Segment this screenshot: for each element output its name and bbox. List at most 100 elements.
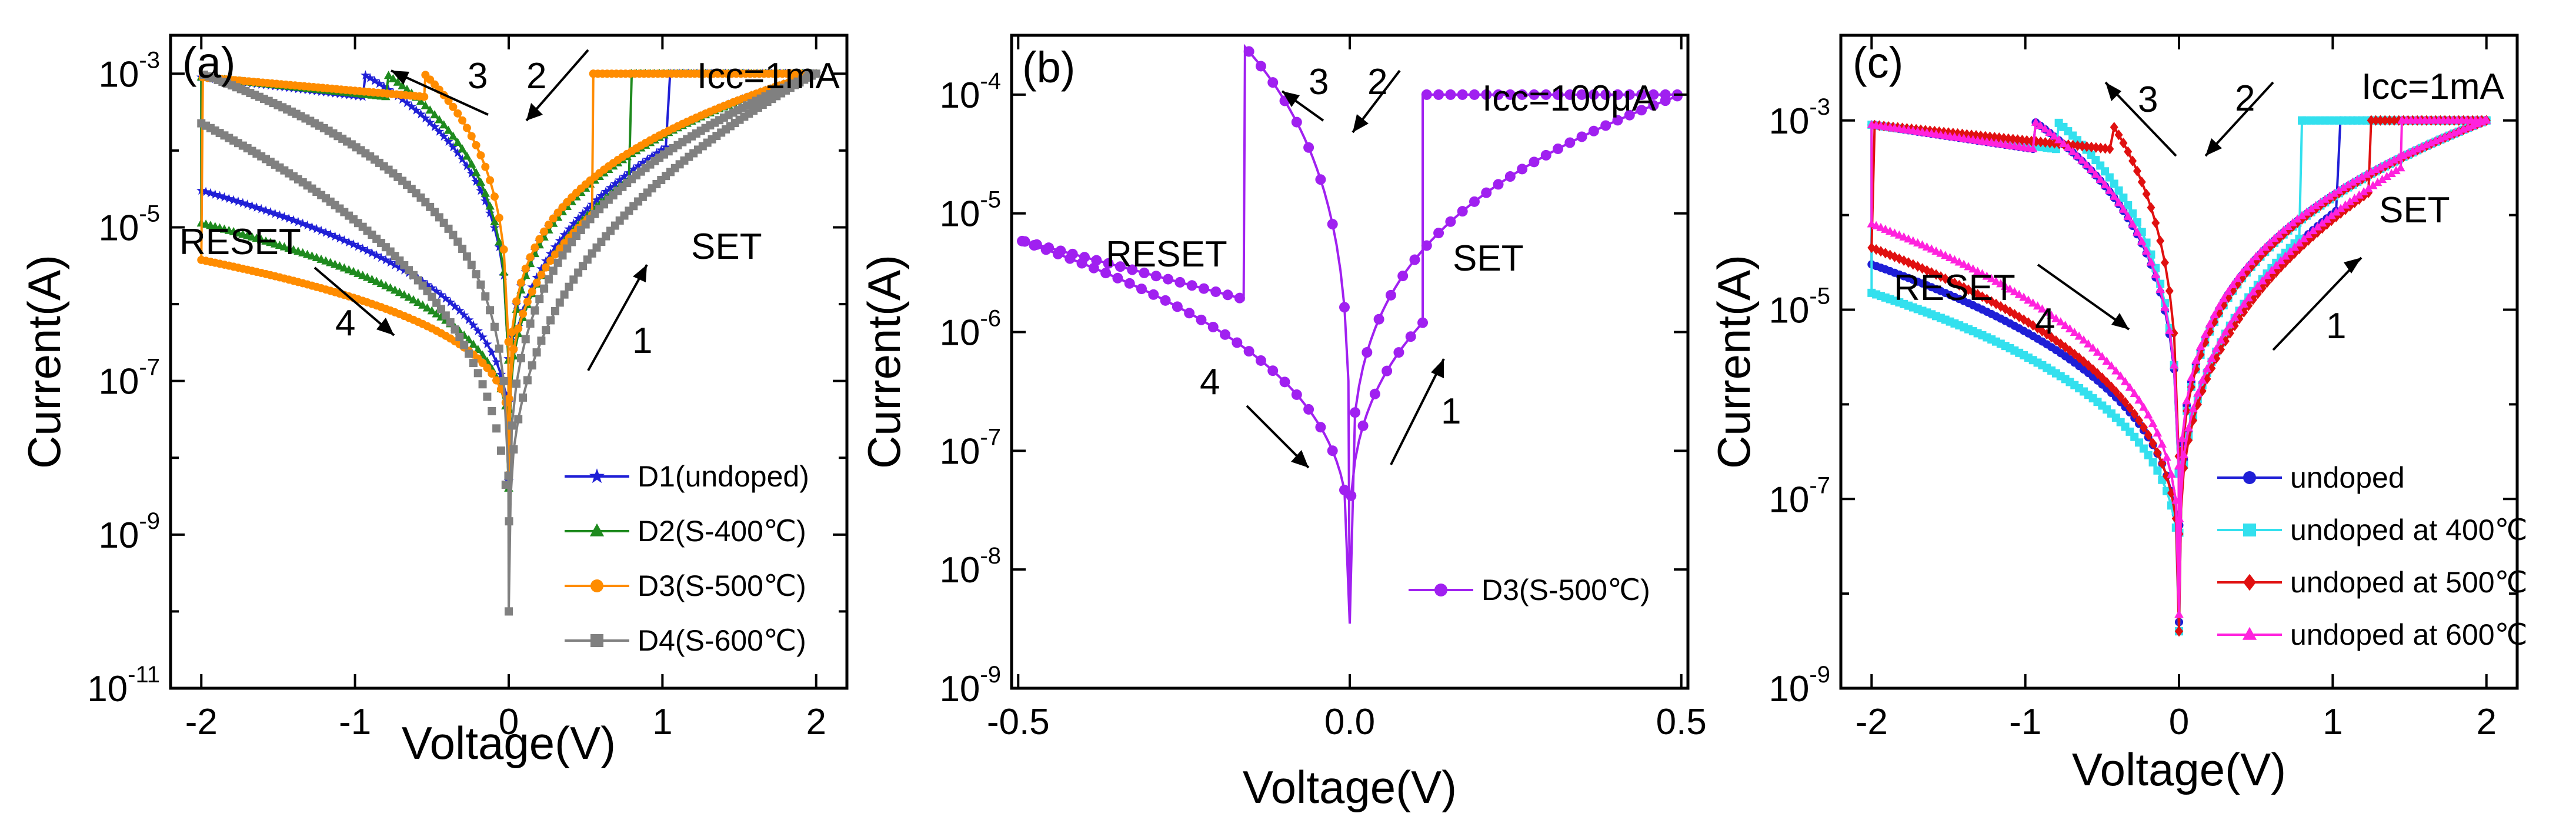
- panel-a-data-point: [512, 379, 521, 388]
- panel-c-y-tick-label: 10-9: [1769, 662, 1830, 709]
- panel-a-data-point: [553, 258, 562, 267]
- panel-c-data-point: [2376, 115, 2385, 126]
- panel-a-data-point: [449, 231, 458, 239]
- panel-c-data-point: [2083, 141, 2091, 152]
- panel-a-data-point: [478, 332, 488, 342]
- panel-a-data-point: [486, 306, 495, 315]
- panel-b-data-point: [1327, 219, 1338, 230]
- panel-c-x-axis-label: Voltage(V): [2072, 744, 2286, 795]
- panel-a-data-point: [578, 262, 587, 271]
- panel-b-data-point: [1529, 89, 1540, 100]
- panel-a-data-point: [353, 241, 363, 251]
- panel-a-data-point: [205, 188, 216, 198]
- panel-c-data-point: [2116, 391, 2125, 402]
- panel-c-data-point: [2167, 488, 2175, 499]
- panel-a-data-point: [404, 292, 413, 301]
- panel-a-data-point: [381, 281, 391, 289]
- panel-a-data-point: [516, 354, 525, 362]
- panel-c-data-point: [2198, 375, 2207, 384]
- panel-a-data-point: [462, 161, 472, 171]
- panel-c-data-point: [2267, 265, 2277, 274]
- panel-c-data-point: [2010, 286, 2020, 295]
- panel-a-data-point: [418, 276, 428, 286]
- panel-c-data-point: [2079, 335, 2088, 344]
- panel-a-x-tick-label: -1: [339, 702, 371, 742]
- panel-c-data-point: [2244, 300, 2253, 311]
- panel-a-data-point: [381, 255, 391, 265]
- panel-c-data-point: [2128, 209, 2137, 218]
- panel-a-data-point: [439, 120, 449, 129]
- panel-b-data-point: [1493, 89, 1504, 100]
- panel-b-data-point: [1648, 100, 1659, 111]
- panel-a-data-point: [471, 176, 481, 186]
- panel-c-data-point: [2290, 242, 2300, 251]
- panel-c-data-point: [2247, 256, 2256, 265]
- panel-c-data-point: [2297, 211, 2307, 219]
- panel-c-data-point: [2000, 281, 2010, 290]
- panel-c-data-point: [2325, 191, 2334, 200]
- panel-b-data-point: [1100, 268, 1112, 279]
- panel-a-data-point: [532, 272, 542, 282]
- panel-a-data-point: [499, 376, 508, 385]
- panel-a-data-point: [496, 369, 506, 379]
- panel-b-data-point: [1150, 271, 1162, 282]
- panel-c-data-point: [2253, 281, 2263, 290]
- panel-a-data-point: [199, 71, 208, 79]
- panel-a-data-point: [546, 256, 555, 265]
- panel-a-data-point: [425, 117, 435, 127]
- panel-a-data-point: [390, 285, 400, 294]
- panel-c-data-point: [2248, 287, 2258, 296]
- panel-c-reset-label: RESET: [1894, 268, 2016, 308]
- panel-a-data-point: [549, 214, 558, 223]
- panel-c-series: [1867, 115, 2491, 637]
- panel-a-data-point: [519, 393, 528, 402]
- panel-b-series-markers-0: [1017, 46, 1683, 501]
- panel-b-data-point: [1385, 289, 1396, 301]
- panel-c-data-point: [2308, 226, 2318, 235]
- panel-a-data-point: [509, 445, 518, 454]
- panel-c-data-point: [1945, 252, 1955, 261]
- panel-b-data-point: [1267, 77, 1279, 88]
- panel-c-data-point: [2137, 176, 2146, 188]
- panel-b-x-tick-label: 0.0: [1324, 702, 1375, 742]
- panel-a-data-point: [542, 326, 550, 335]
- panel-a-ticks: -2 -1 0 1 2 10-11 10-9 10-7 10-5 10-3: [87, 35, 847, 742]
- panel-c-data-point: [2111, 366, 2121, 375]
- panel-a-data-point: [530, 243, 539, 252]
- panel-c-data-point: [2260, 242, 2270, 251]
- panel-a-data-point: [542, 263, 550, 272]
- panel-c-data-point: [2024, 295, 2033, 304]
- panel-c-series-markers-3: [1867, 115, 2491, 618]
- panel-c-data-point: [2367, 115, 2375, 126]
- panel-a-data-point: [486, 176, 495, 185]
- panel-b-data-point: [1357, 420, 1369, 431]
- panel-b-data-point: [1303, 404, 1314, 415]
- panel-c-data-point: [2037, 304, 2047, 313]
- panel-c-data-point: [2281, 251, 2290, 260]
- panel-c-data-point: [2272, 266, 2281, 278]
- panel-c-data-point: [2135, 415, 2144, 426]
- panel-b-arrow-label-4: 4: [1200, 362, 1220, 402]
- panel-b-data-point: [1339, 302, 1350, 313]
- panel-b-data-point: [1433, 228, 1444, 239]
- panel-c-data-point: [1982, 271, 1991, 280]
- panel-c-data-point: [2221, 327, 2230, 336]
- panel-c-data-point: [2353, 175, 2362, 184]
- panel-a-data-point: [395, 288, 405, 296]
- panel-a-data-point: [521, 264, 530, 273]
- panel-a-y-axis-label: Current(A): [18, 255, 70, 469]
- panel-a-data-point: [421, 71, 430, 79]
- panel-a-data-point: [472, 141, 481, 149]
- panel-b-data-point: [1373, 314, 1384, 325]
- panel-a-data-point: [565, 282, 573, 291]
- panel-a-data-point: [261, 205, 271, 215]
- panel-c-data-point: [2114, 186, 2123, 195]
- panel-a-data-point: [505, 517, 513, 526]
- panel-b-data-point: [1017, 235, 1028, 246]
- panel-a-data-point: [495, 214, 503, 222]
- panel-c-arrow-4: [2037, 264, 2130, 331]
- panel-c-data-point: [2408, 146, 2417, 155]
- panel-a-data-point: [523, 376, 532, 385]
- panel-c-data-point: [2193, 399, 2202, 410]
- panel-a-data-point: [453, 137, 462, 146]
